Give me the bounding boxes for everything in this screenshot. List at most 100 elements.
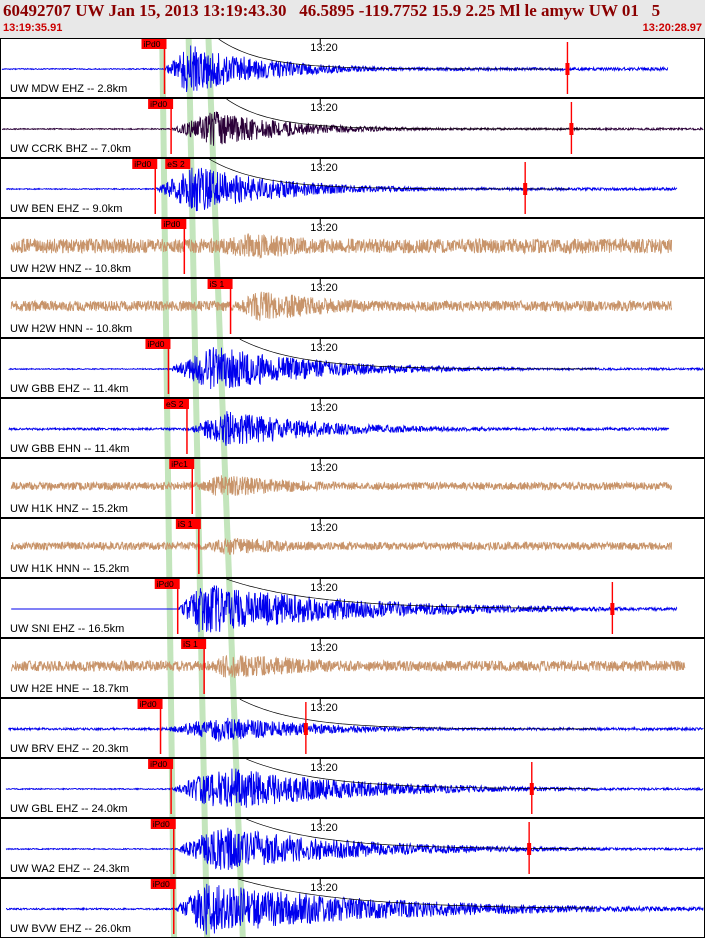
phase-pick-box [137, 699, 163, 709]
amplitude-marker-bar [529, 783, 534, 795]
coda-envelope [246, 818, 597, 850]
coda-envelope [209, 158, 570, 190]
waveform [10, 475, 673, 496]
waveform [5, 768, 704, 808]
time-tick-label: 13:20 [310, 162, 338, 174]
trace-row: 13:20 iPd0 UW GBL EHZ -- 24.0km [0, 758, 705, 818]
amplitude-marker-bar [610, 603, 615, 615]
trace-row: 13:20 iPd0 UW H2W HNZ -- 10.8km [0, 218, 705, 278]
trace-row: 13:20 iPd0 UW WA2 EHZ -- 24.3km [0, 818, 705, 878]
phase-pick-label: iPd0 [153, 879, 170, 889]
phase-pick-label: iPd0 [140, 699, 157, 709]
trace-row: 13:20 iPd0 UW SNI EHZ -- 16.5km [0, 578, 705, 638]
amplitude-marker-bar [565, 63, 570, 75]
coda-envelope [239, 698, 597, 730]
window-start-time: 13:19:35.91 [3, 22, 63, 34]
waveform [1, 111, 704, 146]
phase-pick-label: iPd0 [163, 219, 180, 229]
phase-pick-label: iPd0 [147, 339, 164, 349]
phase-pick-box [181, 639, 207, 649]
phase-pick-label: iPd0 [157, 579, 174, 589]
phase-pick-box [154, 579, 180, 589]
coda-envelope [226, 578, 571, 609]
phase-pick-label: iS 1 [178, 519, 193, 529]
station-label: UW GBB EHZ -- 11.4km [10, 383, 128, 395]
station-label: UW BVW EHZ -- 26.0km [10, 923, 131, 935]
window-end-time: 13:20:28.97 [642, 22, 702, 34]
station-label: UW BEN EHZ -- 9.0km [10, 203, 122, 215]
trace-row: 13:20 iPc1 UW H1K HNZ -- 15.2km [0, 458, 705, 518]
moveout-band [185, 38, 211, 938]
moveout-band [159, 38, 178, 938]
waveform [5, 827, 704, 870]
phase-pick-box [148, 99, 174, 109]
coda-envelope [239, 338, 597, 370]
amplitude-marker-bar [303, 723, 308, 735]
trace-row: 13:20 iPd0 UW CCRK BHZ -- 7.0km [0, 98, 705, 158]
time-tick-label: 13:20 [310, 642, 338, 654]
time-tick-label: 13:20 [310, 522, 338, 534]
phase-pick-label: iS 1 [210, 279, 225, 289]
station-label: UW H2W HNZ -- 10.8km [10, 263, 131, 275]
station-label: UW H2W HNN -- 10.8km [10, 323, 132, 335]
trace-row: 13:20 iPd0 UW MDW EHZ -- 2.8km [0, 38, 705, 98]
trace-row: 13:20 iPd0 UW BVW EHZ -- 26.0km [0, 878, 705, 938]
phase-pick-box [148, 759, 174, 769]
phase-pick-label: iPc1 [171, 459, 188, 469]
time-tick-label: 13:20 [310, 762, 338, 774]
time-tick-label: 13:20 [310, 402, 338, 414]
phase-pick-label: eS 2 [167, 159, 185, 169]
station-label: UW GBL EHZ -- 24.0km [10, 803, 128, 815]
phase-pick-label: iPd0 [150, 759, 167, 769]
time-tick-label: 13:20 [310, 582, 338, 594]
time-tick-label: 13:20 [310, 342, 338, 354]
coda-envelope [238, 878, 596, 909]
phase-pick-label: iPd0 [150, 99, 167, 109]
station-label: UW BRV EHZ -- 20.3km [10, 743, 128, 755]
station-label: UW WA2 EHZ -- 24.3km [10, 863, 129, 875]
station-label: UW H1K HNZ -- 15.2km [10, 503, 128, 515]
waveform [8, 347, 704, 390]
time-tick-label: 13:20 [310, 42, 338, 54]
amplitude-marker-bar [569, 123, 574, 135]
time-tick-label: 13:20 [310, 222, 338, 234]
coda-envelope [218, 38, 563, 70]
phase-pick-box [141, 39, 167, 49]
station-label: UW CCRK BHZ -- 7.0km [10, 143, 131, 155]
phase-pick-box [161, 219, 187, 229]
time-tick-label: 13:20 [310, 882, 338, 894]
phase-pick-box [163, 399, 189, 409]
waveform [5, 167, 678, 212]
coda-envelope [226, 98, 597, 130]
event-header: 60492707 UW Jan 15, 2013 13:19:43.30 46.… [0, 0, 705, 38]
phase-pick-box [175, 519, 201, 529]
phase-pick-box [150, 879, 176, 889]
waveform [10, 655, 686, 678]
trace-row: 13:20 eS 2 UW GBB EHN -- 11.4km [0, 398, 705, 458]
trace-row: 13:20 iPd0 UW BRV EHZ -- 20.3km [0, 698, 705, 758]
time-tick-label: 13:20 [310, 102, 338, 114]
phase-pick-box [165, 159, 191, 169]
trace-row: 13:20 iPd0 eS 2 UW BEN EHZ -- 9.0km [0, 158, 705, 218]
station-label: UW MDW EHZ -- 2.8km [10, 83, 127, 95]
amplitude-marker-bar [527, 843, 532, 855]
trace-row: 13:20 iS 1 UW H2W HNN -- 10.8km [0, 278, 705, 338]
waveform [8, 411, 670, 446]
station-label: UW SNI EHZ -- 16.5km [10, 623, 124, 635]
trace-row: 13:20 iS 1 UW H1K HNN -- 15.2km [0, 518, 705, 578]
phase-pick-label: iPd0 [134, 159, 151, 169]
trace-row: 13:20 iPd0 UW GBB EHZ -- 11.4km [0, 338, 705, 398]
phase-pick-label: iPd0 [144, 39, 161, 49]
phase-pick-label: eS 2 [166, 399, 184, 409]
station-label: UW H1K HNN -- 15.2km [10, 563, 129, 575]
time-tick-label: 13:20 [310, 822, 338, 834]
trace-row: 13:20 iS 1 UW H2E HNE -- 18.7km [0, 638, 705, 698]
phase-pick-label: iS 1 [183, 639, 198, 649]
waveform [8, 717, 704, 742]
station-label: UW H2E HNE -- 18.7km [10, 683, 129, 695]
time-tick-label: 13:20 [310, 702, 338, 714]
time-tick-label: 13:20 [310, 282, 338, 294]
phase-pick-box [132, 159, 158, 169]
